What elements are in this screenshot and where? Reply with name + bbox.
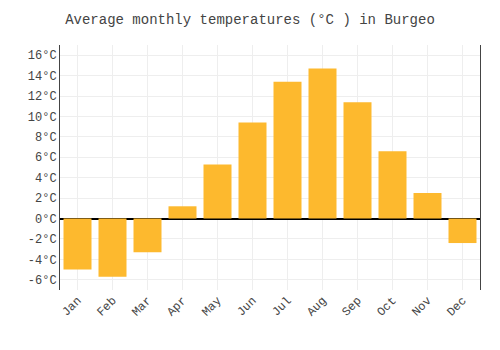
svg-text:Jun: Jun — [234, 294, 259, 319]
svg-text:4°C: 4°C — [35, 172, 57, 186]
svg-text:-6°C: -6°C — [28, 274, 57, 288]
svg-text:Average monthly temperatures (: Average monthly temperatures (°C ) in Bu… — [65, 12, 435, 28]
svg-text:Jul: Jul — [269, 294, 294, 319]
svg-text:Dec: Dec — [444, 294, 469, 319]
svg-text:10°C: 10°C — [28, 111, 57, 125]
svg-text:Jan: Jan — [59, 294, 84, 319]
svg-text:Apr: Apr — [164, 294, 189, 319]
svg-text:Oct: Oct — [374, 294, 399, 319]
svg-text:Sep: Sep — [339, 294, 364, 319]
svg-text:May: May — [199, 294, 224, 319]
svg-text:-4°C: -4°C — [28, 254, 57, 268]
svg-text:8°C: 8°C — [35, 131, 57, 145]
svg-text:Feb: Feb — [94, 294, 119, 319]
svg-text:16°C: 16°C — [28, 49, 57, 63]
svg-text:Mar: Mar — [129, 294, 154, 319]
svg-text:0°C: 0°C — [35, 213, 57, 227]
svg-text:Aug: Aug — [304, 294, 329, 319]
svg-text:-2°C: -2°C — [28, 233, 57, 247]
svg-text:14°C: 14°C — [28, 70, 57, 84]
svg-text:Nov: Nov — [409, 294, 434, 319]
svg-text:12°C: 12°C — [28, 90, 57, 104]
svg-text:6°C: 6°C — [35, 151, 57, 165]
svg-text:2°C: 2°C — [35, 192, 57, 206]
